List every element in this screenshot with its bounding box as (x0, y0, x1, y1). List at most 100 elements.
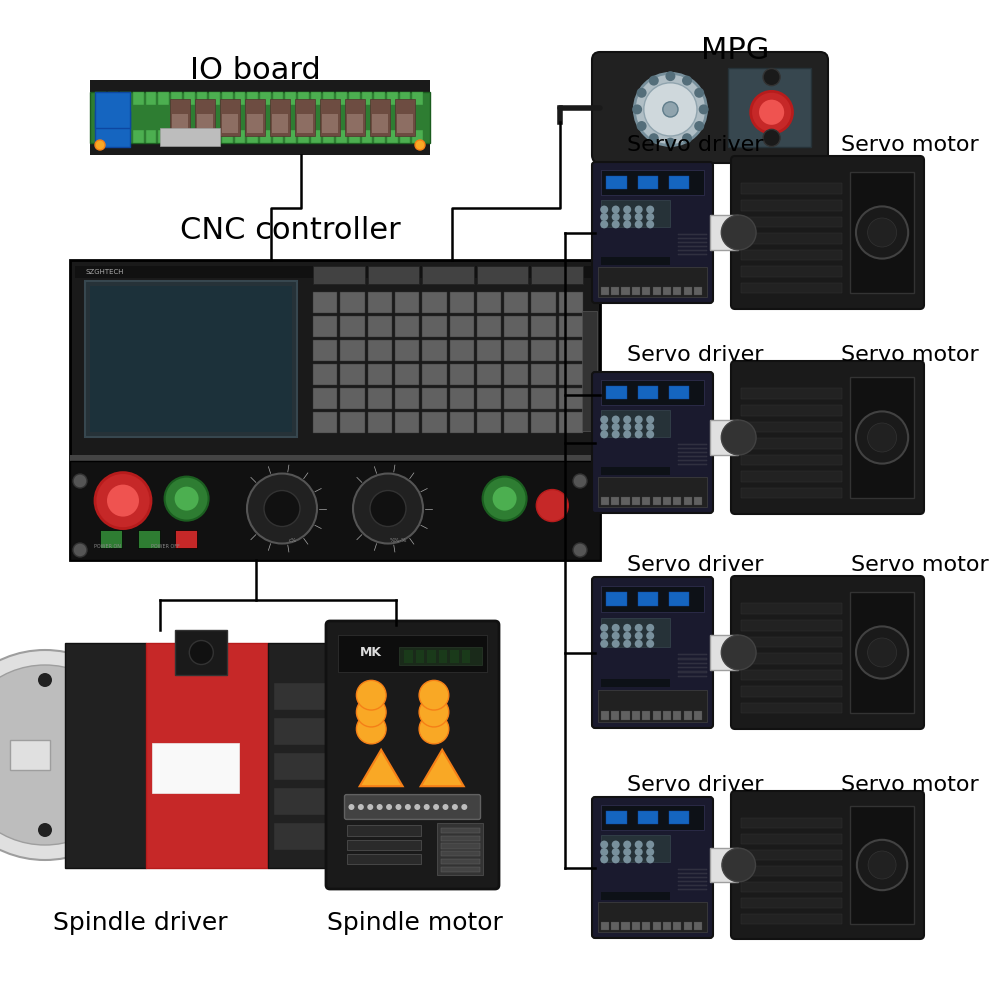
Bar (638, 386, 658, 399)
Circle shape (113, 748, 127, 762)
Circle shape (600, 416, 608, 424)
Bar (611, 711, 619, 720)
Circle shape (38, 673, 52, 687)
Bar (531, 388, 556, 409)
Circle shape (856, 411, 908, 464)
Circle shape (623, 430, 631, 438)
Bar (678, 671, 707, 673)
Text: MK: MK (360, 646, 382, 659)
Bar (247, 92, 258, 105)
Circle shape (91, 801, 105, 815)
Bar (272, 114, 288, 133)
Bar (311, 92, 321, 105)
Bar (601, 711, 609, 720)
FancyBboxPatch shape (592, 797, 713, 938)
Bar (598, 690, 707, 722)
Bar (632, 922, 640, 930)
Bar (247, 130, 258, 143)
Bar (504, 364, 528, 385)
Bar (152, 742, 239, 792)
Bar (441, 859, 480, 864)
Bar (741, 183, 842, 194)
Bar (372, 114, 388, 133)
Bar (741, 637, 842, 647)
Circle shape (694, 88, 704, 98)
Bar (184, 130, 195, 143)
Circle shape (646, 416, 654, 424)
Circle shape (356, 697, 386, 727)
Bar (621, 497, 630, 505)
Bar (741, 670, 842, 680)
Text: Servo driver: Servo driver (627, 555, 764, 575)
Bar (268, 643, 349, 867)
Bar (313, 412, 337, 433)
Bar (441, 867, 480, 872)
Bar (70, 461, 600, 560)
Bar (441, 851, 480, 856)
Bar (694, 497, 702, 505)
Bar (850, 377, 914, 498)
Bar (601, 170, 704, 195)
FancyBboxPatch shape (592, 162, 713, 303)
Circle shape (0, 665, 135, 845)
Bar (678, 444, 707, 445)
Bar (273, 92, 283, 105)
Bar (504, 388, 528, 409)
Circle shape (699, 104, 709, 114)
Text: POWER ON: POWER ON (94, 544, 121, 549)
Bar (10, 740, 50, 770)
Circle shape (646, 213, 654, 221)
Bar (323, 92, 334, 105)
Bar (146, 643, 268, 867)
Circle shape (646, 220, 654, 228)
Bar (347, 114, 363, 133)
Circle shape (419, 680, 449, 710)
Circle shape (635, 423, 643, 431)
Bar (274, 788, 343, 815)
Bar (133, 130, 144, 143)
Text: Servo motor: Servo motor (841, 775, 979, 795)
Circle shape (600, 632, 608, 640)
Bar (678, 869, 707, 870)
Circle shape (644, 83, 697, 136)
Circle shape (763, 69, 780, 86)
Bar (340, 292, 365, 313)
Bar (298, 92, 309, 105)
Bar (322, 114, 338, 133)
Bar (274, 718, 343, 745)
Circle shape (635, 848, 643, 856)
Bar (638, 176, 658, 189)
Bar (274, 823, 343, 850)
Circle shape (612, 430, 620, 438)
Bar (678, 464, 707, 465)
Bar (422, 412, 447, 433)
Bar (65, 643, 146, 867)
Bar (710, 848, 738, 882)
Circle shape (635, 640, 643, 648)
Bar (368, 340, 392, 361)
Circle shape (612, 206, 620, 214)
Circle shape (493, 487, 517, 511)
Circle shape (721, 420, 756, 455)
Bar (295, 99, 315, 136)
Bar (606, 592, 627, 606)
Bar (678, 676, 707, 677)
Bar (313, 292, 337, 313)
Bar (582, 311, 597, 431)
Text: Spindle driver: Spindle driver (53, 911, 227, 935)
Bar (347, 854, 421, 864)
Circle shape (623, 640, 631, 648)
Circle shape (165, 477, 209, 521)
Bar (559, 364, 583, 385)
Circle shape (461, 804, 467, 810)
Bar (270, 99, 290, 136)
Bar (247, 114, 263, 133)
Bar (209, 92, 220, 105)
Bar (70, 260, 600, 560)
Bar (404, 650, 413, 663)
Bar (450, 316, 474, 337)
Bar (450, 292, 474, 313)
Circle shape (856, 626, 908, 679)
Bar (606, 176, 627, 189)
Bar (678, 250, 707, 251)
